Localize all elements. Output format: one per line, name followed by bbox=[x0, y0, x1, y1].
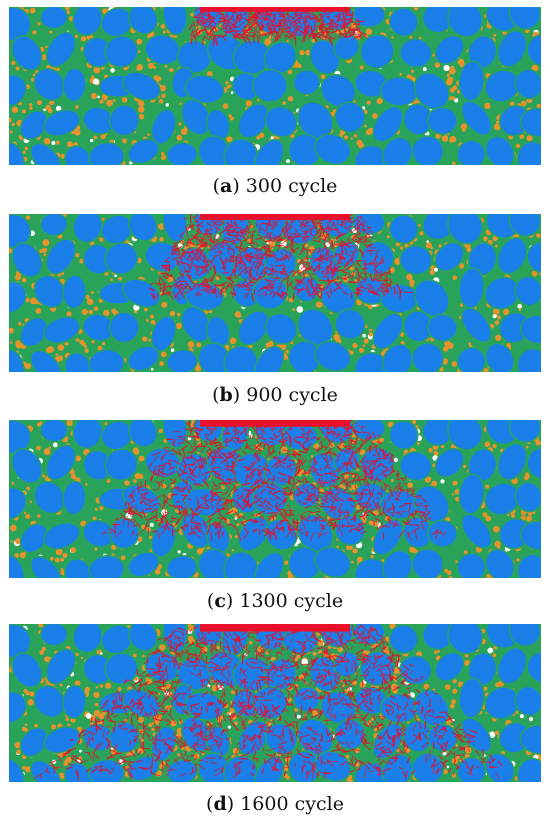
damage-zone bbox=[102, 420, 447, 542]
panel-d-caption: (d) 1600 cycle bbox=[206, 793, 344, 815]
panel-c-image bbox=[9, 420, 541, 578]
panel-c-caption: (c) 1300 cycle bbox=[206, 590, 344, 612]
panel-a-caption: (a) 300 cycle bbox=[212, 175, 338, 197]
panel-b-image bbox=[9, 214, 541, 372]
panel-b-caption: (b) 900 cycle bbox=[212, 384, 338, 406]
panel-d-image bbox=[9, 624, 541, 782]
damage-zone bbox=[33, 624, 503, 781]
panel-a-image bbox=[9, 7, 541, 165]
damage-zone bbox=[188, 7, 368, 47]
aggregate-layer bbox=[9, 7, 541, 165]
damage-zone bbox=[149, 214, 413, 302]
